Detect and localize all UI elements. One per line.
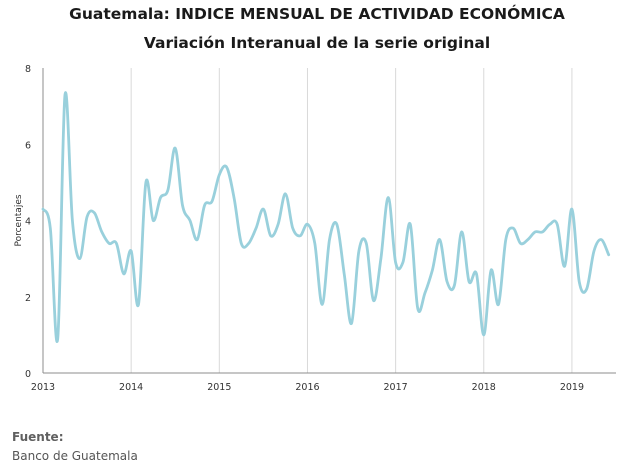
source-label: Fuente: xyxy=(12,430,64,444)
x-tick-label: 2017 xyxy=(384,382,408,393)
x-tick-label: 2016 xyxy=(295,382,319,393)
y-tick-label: 0 xyxy=(25,369,31,380)
x-tick-label: 2018 xyxy=(472,382,496,393)
y-tick-label: 2 xyxy=(25,293,31,304)
x-tick-label: 2015 xyxy=(207,382,231,393)
line-chart: 2013 2014 2015 2016 2017 2018 2019 0 2 4 6 8 Porcent… xyxy=(14,64,616,393)
y-tick-label: 8 xyxy=(25,64,31,75)
source-value: Banco de Guatemala xyxy=(12,449,138,463)
x-tick-label: 2014 xyxy=(119,382,143,393)
x-tick-label: 2013 xyxy=(31,382,55,393)
y-axis-title: Porcentajes xyxy=(14,194,24,246)
y-tick-label: 6 xyxy=(25,140,31,151)
y-tick-label: 4 xyxy=(25,217,31,228)
x-tick-label: 2019 xyxy=(560,382,584,393)
series-line xyxy=(41,91,611,343)
chart-title: Guatemala: INDICE MENSUAL DE ACTIVIDAD E… xyxy=(69,5,565,23)
chart-subtitle: Variación Interanual de la serie origina… xyxy=(143,34,491,52)
